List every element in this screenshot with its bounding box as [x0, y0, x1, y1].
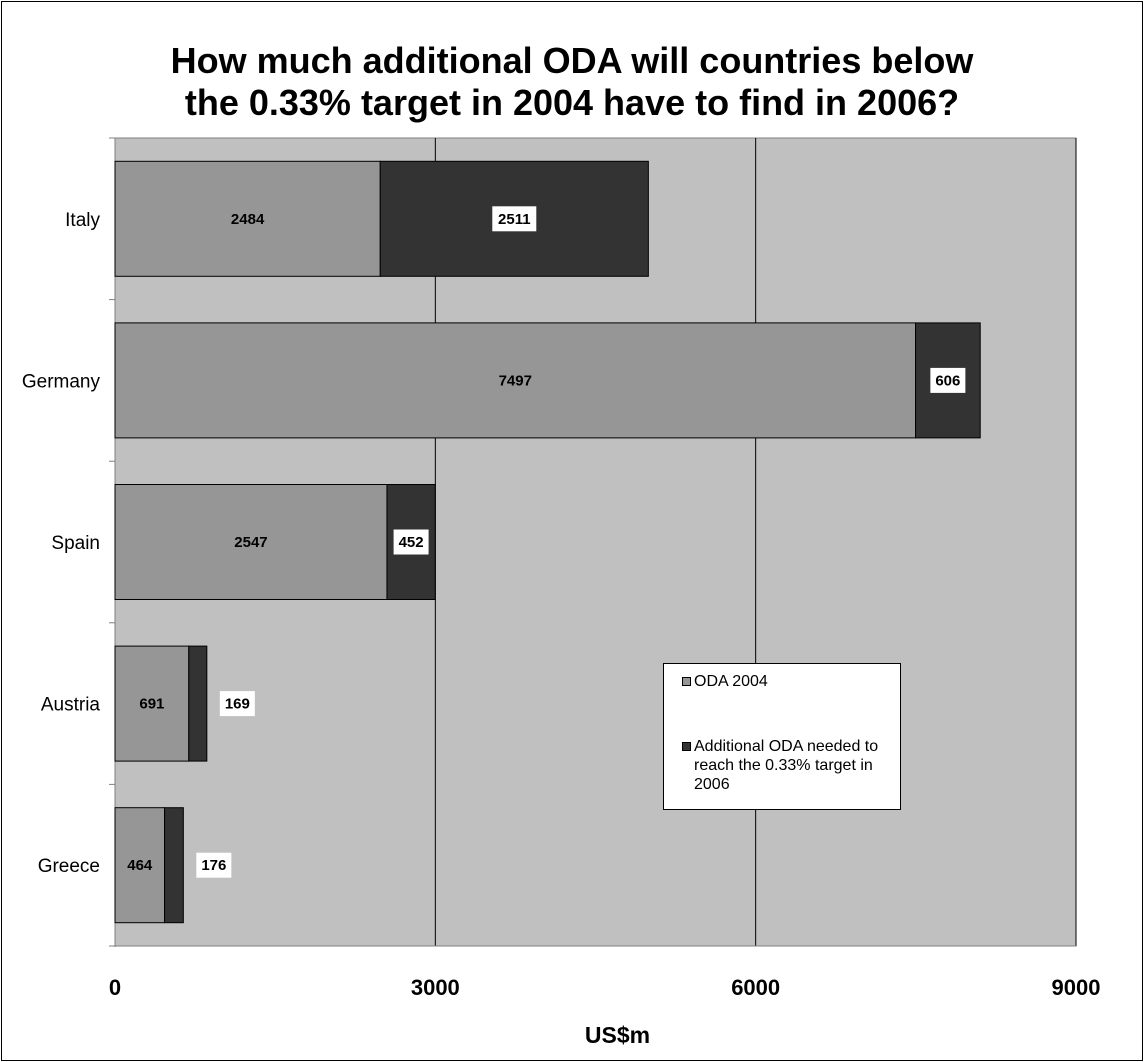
legend-label-oda-2004: ODA 2004	[694, 673, 768, 690]
data-label-oda-2004-italy: 2484	[231, 211, 265, 228]
bar-additional-oda-greece	[164, 807, 184, 924]
data-label-additional-oda-greece: 176	[201, 857, 226, 874]
data-label-oda-2004-germany: 7497	[499, 372, 532, 389]
legend-label-additional-oda-line-2: reach the 0.33% target in	[694, 757, 873, 774]
x-tick-label-6000: 6000	[731, 975, 780, 1000]
bar-oda-2004-austria	[114, 645, 190, 762]
x-tick-label-9000: 9000	[1052, 975, 1101, 1000]
bar-additional-oda-austria	[188, 645, 208, 762]
legend: ODA 2004 Additional ODA needed to reach …	[663, 663, 901, 810]
y-category-label-spain: Spain	[51, 533, 100, 554]
y-category-label-greece: Greece	[38, 856, 100, 877]
x-tick-label-0: 0	[109, 975, 121, 1000]
bar-oda-2004-italy	[114, 160, 381, 277]
chart-title-line-2: the 0.33% target in 2004 have to find in…	[184, 82, 960, 123]
data-label-box-additional-oda-italy	[492, 206, 537, 232]
legend-label-additional-oda-line-1: Additional ODA needed to	[694, 738, 879, 755]
data-label-oda-2004-spain: 2547	[234, 534, 267, 551]
y-category-label-austria: Austria	[41, 695, 101, 716]
data-label-box-additional-oda-spain	[393, 529, 429, 555]
y-category-label-germany: Germany	[22, 371, 101, 392]
x-axis-title: US$m	[585, 1022, 650, 1048]
bar-oda-2004-spain	[114, 484, 388, 600]
legend-label-additional-oda-line-3: 2006	[694, 776, 730, 793]
data-label-oda-2004-greece: 464	[127, 857, 153, 874]
data-label-additional-oda-austria: 169	[225, 696, 250, 713]
data-label-box-additional-oda-austria	[219, 691, 255, 717]
data-label-additional-oda-italy: 2511	[498, 211, 531, 228]
legend-entry-oda-2004: ODA 2004	[682, 672, 904, 691]
legend-entry-additional-oda: Additional ODA needed to reach the 0.33%…	[682, 737, 904, 794]
bar-oda-2004-greece	[114, 807, 166, 924]
chart-title: How much additional ODA will countries b…	[0, 40, 1144, 124]
x-tick-label-3000: 3000	[411, 975, 460, 1000]
legend-swatch-additional-oda	[682, 742, 691, 751]
data-label-additional-oda-germany: 606	[935, 372, 960, 389]
bar-oda-2004-germany	[114, 322, 917, 439]
legend-swatch-oda-2004	[682, 677, 691, 686]
chart-title-line-1: How much additional ODA will countries b…	[170, 40, 974, 81]
data-label-box-additional-oda-germany	[930, 367, 966, 393]
data-label-oda-2004-austria: 691	[139, 696, 164, 713]
y-category-label-italy: Italy	[65, 210, 100, 231]
data-label-box-additional-oda-greece	[196, 852, 232, 878]
data-label-additional-oda-spain: 452	[399, 534, 424, 551]
